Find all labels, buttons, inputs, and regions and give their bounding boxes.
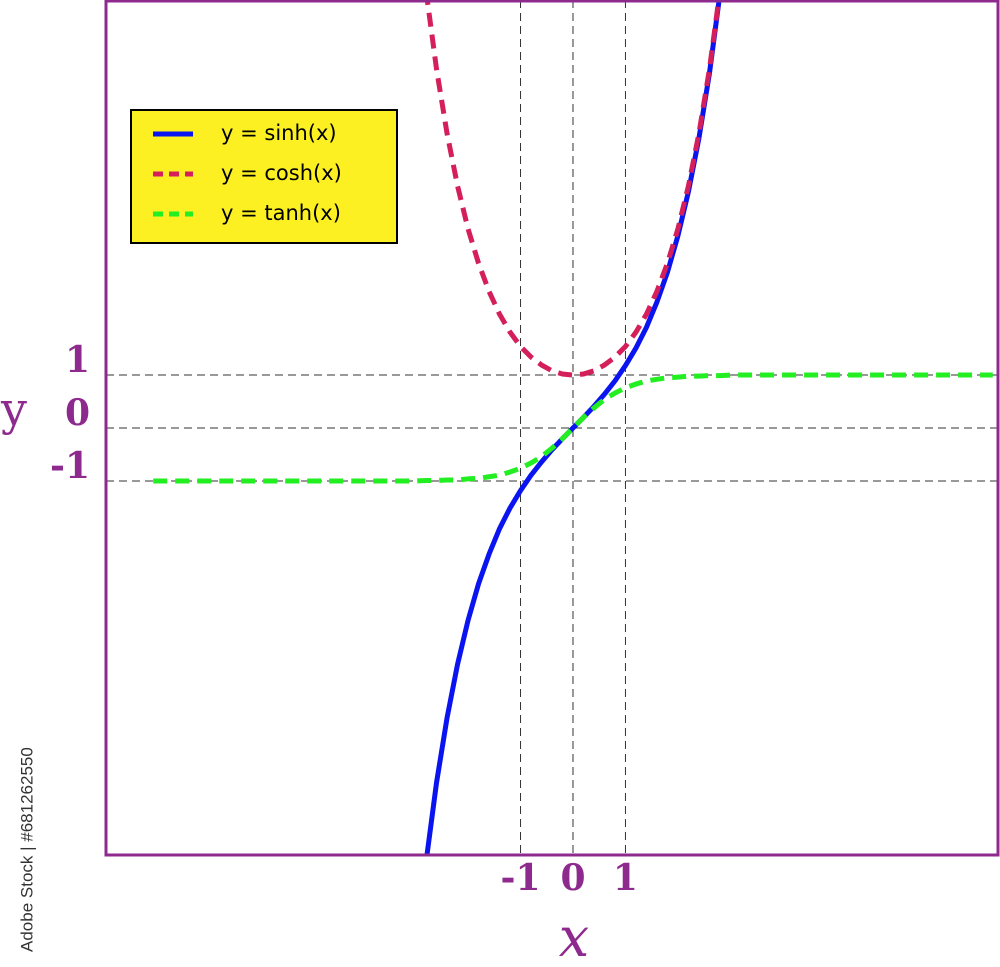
plot-frame: [104, 0, 1000, 857]
watermark: Adobe Stock | #681262550: [17, 747, 36, 952]
x-tick-label: -1: [501, 857, 541, 899]
x-tick-label: 0: [560, 857, 585, 899]
legend: y = sinh(x) y = cosh(x) y = tanh(x): [130, 109, 398, 244]
legend-label: y = cosh(x): [221, 161, 342, 185]
x-tick-label: 1: [613, 857, 638, 899]
series-line: [424, 0, 722, 855]
y-tick-label: 1: [65, 339, 90, 381]
y-axis-label: y: [0, 382, 27, 436]
x-axis-label: x: [559, 906, 589, 967]
y-tick-label: 0: [65, 392, 90, 434]
legend-label: y = tanh(x): [221, 201, 341, 225]
y-tick-label: -1: [50, 445, 90, 487]
legend-label: y = sinh(x): [221, 121, 337, 145]
plot-area: [106, 0, 998, 855]
series-line: [424, 0, 722, 378]
